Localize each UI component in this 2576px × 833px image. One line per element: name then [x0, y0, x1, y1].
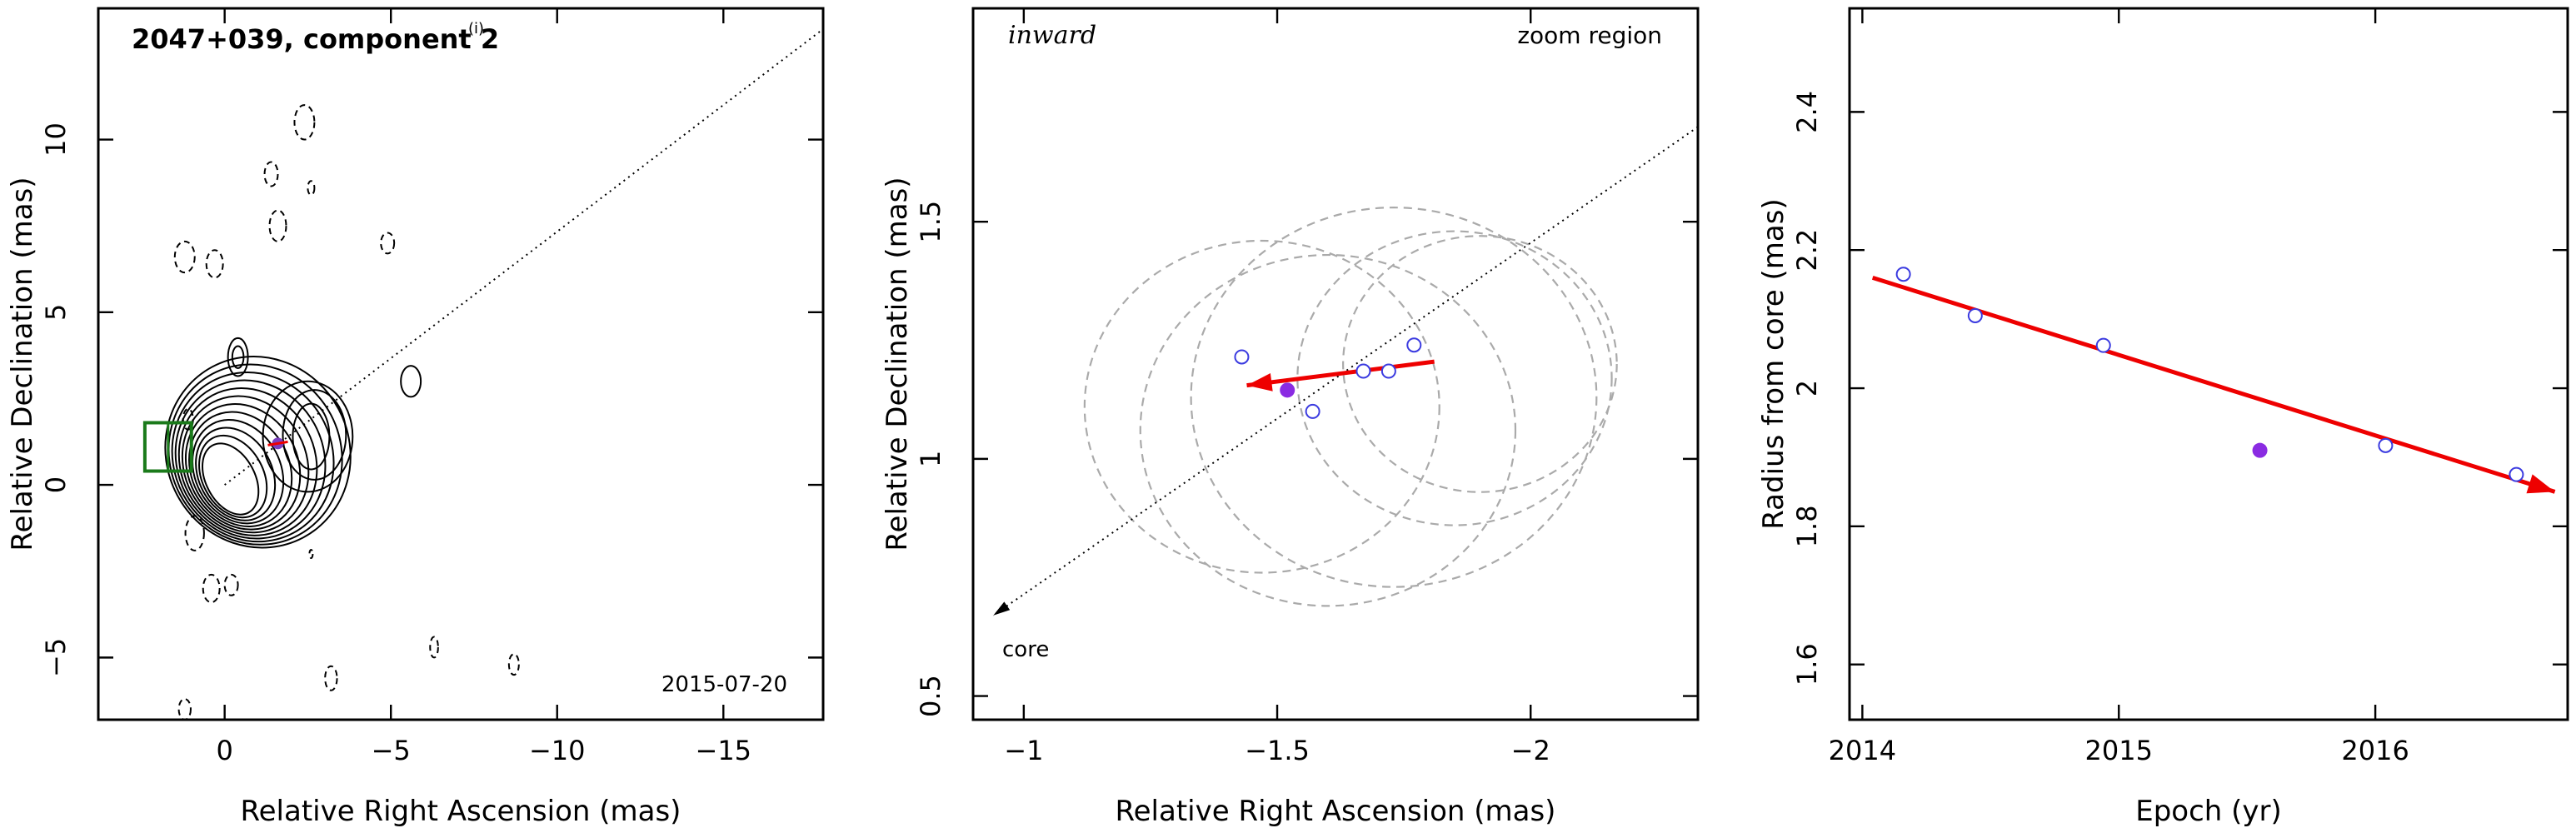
contour-map-x-tick-label: −10 — [529, 735, 586, 766]
negative-contour-line — [380, 232, 396, 255]
contour-line — [192, 419, 285, 525]
contour-map-frame — [97, 7, 825, 721]
negative-contour-line — [263, 161, 279, 187]
zoom-panel-x-tick-label: −1 — [1004, 735, 1043, 766]
contour-line — [167, 363, 343, 546]
data-point-open — [1305, 403, 1320, 419]
negative-contour-line — [173, 240, 196, 274]
radius-panel-y-axis-label: Radius from core (mas) — [1757, 198, 1790, 529]
radius-panel-x-tick-label: 2014 — [1829, 735, 1896, 766]
contour-line — [227, 337, 249, 377]
contour-map-x-tick-label: −5 — [372, 735, 411, 766]
zoom-panel-y-tick-label: 1 — [915, 451, 946, 467]
contour-line — [177, 387, 318, 536]
contour-line — [164, 356, 352, 549]
contour-levels — [164, 104, 520, 720]
fit-arrow-line — [1871, 275, 2556, 494]
fit-arrowhead — [2526, 474, 2555, 494]
data-point-filled — [1280, 382, 1295, 398]
data-point-open — [2095, 337, 2111, 353]
zoom-panel-x-tick-label: −1.5 — [1245, 735, 1310, 766]
contour-map-title: 2047+039, component 2 — [132, 23, 499, 55]
radius-panel-frame — [1848, 7, 2569, 721]
contour-map-epoch-label: 2015-07-20 — [661, 672, 787, 697]
contour-line — [198, 434, 268, 519]
contour-line — [202, 442, 260, 516]
contour-line — [231, 345, 245, 369]
radius-panel-x-axis-label: Epoch (yr) — [2135, 795, 2282, 828]
zoom-panel-core-annotation: core — [1002, 637, 1049, 662]
data-point-open — [2378, 437, 2394, 453]
data-point-open — [1406, 337, 1422, 353]
zoom-panel-y-axis-label: Relative Declination (mas) — [881, 177, 914, 551]
radius-panel-y-tick-label: 2 — [1791, 380, 1823, 397]
radius-panel-y-tick-label: 1.6 — [1791, 643, 1823, 686]
negative-contour-line — [307, 180, 316, 196]
component-motion-arrow — [267, 440, 288, 446]
zoom-panel-y-tick-label: 1.5 — [915, 201, 946, 243]
zoom-panel: −1 −1.5 −20.511.5 inward zoom region core … — [881, 7, 1700, 828]
data-point-open — [1967, 307, 1983, 323]
zoom-panel-title-zoom-region: zoom region — [1517, 22, 1662, 49]
contour-line — [292, 402, 331, 471]
zoom-panel-frame — [971, 7, 1700, 721]
contour-line — [400, 365, 422, 398]
data-point-open — [1355, 363, 1371, 379]
radius-panel-x-tick-label: 2015 — [2085, 735, 2153, 766]
projection-line — [224, 28, 823, 486]
radius-panel-x-tick-label: 2016 — [2341, 735, 2409, 766]
contour-line — [282, 389, 347, 481]
beam-circle — [1190, 207, 1598, 588]
beam-circle — [1296, 230, 1613, 526]
contour-map-title-superscript: (i) — [468, 20, 484, 37]
zoom-panel-x-tick-label: −2 — [1511, 735, 1550, 766]
contour-line — [181, 395, 310, 534]
contour-line — [184, 403, 302, 531]
radius-panel-y-tick-label: 1.8 — [1791, 505, 1823, 547]
negative-contour-line — [202, 573, 221, 604]
contour-map-y-tick-label: 10 — [40, 122, 72, 157]
zoom-panel-title-inward: inward — [1008, 21, 1096, 50]
beam-circle — [1139, 253, 1517, 607]
negative-contour-line — [268, 209, 287, 242]
contour-map-y-tick-label: 5 — [40, 304, 72, 321]
data-point-open — [1234, 349, 1250, 365]
negative-contour-line — [182, 407, 194, 431]
fit-arrow-line — [1246, 359, 1435, 388]
radius-panel-y-tick-label: 2.4 — [1791, 91, 1823, 133]
core-arrowhead — [993, 601, 1011, 616]
negative-contour-line — [293, 104, 316, 141]
data-point-open — [1895, 267, 1911, 282]
data-point-open — [1380, 363, 1396, 379]
beam-circle — [1342, 235, 1618, 493]
fit-arrowhead — [1246, 372, 1273, 392]
negative-contour-line — [429, 636, 439, 659]
negative-contour-line — [308, 549, 314, 559]
contour-map-x-axis-label: Relative Right Ascension (mas) — [241, 795, 681, 828]
radius-vs-epoch-panel: 2014 2015 2016 1.6 1.8 2 2.2 2.4 Epoch (yr) Rad… — [1757, 7, 2569, 828]
negative-contour-line — [184, 515, 205, 551]
data-point-open — [2509, 466, 2524, 482]
contour-map-y-tick-label: 0 — [40, 476, 72, 493]
negative-contour-line — [324, 665, 338, 691]
beam-circle — [1083, 239, 1440, 574]
data-point-filled — [2252, 442, 2268, 458]
negative-contour-line — [507, 653, 520, 676]
zoom-panel-x-axis-label: Relative Right Ascension (mas) — [1116, 795, 1556, 828]
contour-line — [262, 380, 354, 493]
negative-contour-line — [205, 249, 224, 279]
contour-line — [195, 426, 277, 521]
contour-line — [171, 372, 335, 543]
negative-contour-line — [223, 573, 239, 596]
contour-map-panel: 0 −5 −10 −15 −5 0 5 10 2047+039, component 2 (i… — [6, 7, 825, 828]
contour-map-x-tick-label: 0 — [216, 735, 232, 766]
radius-panel-y-tick-label: 2.2 — [1791, 229, 1823, 272]
contour-map-y-axis-label: Relative Declination (mas) — [6, 177, 39, 551]
contour-line — [174, 379, 327, 540]
negative-contour-line — [177, 698, 192, 720]
contour-map-y-tick-label: −5 — [40, 638, 72, 677]
zoom-panel-y-tick-label: 0.5 — [915, 675, 946, 717]
contour-map-x-tick-label: −15 — [696, 735, 752, 766]
